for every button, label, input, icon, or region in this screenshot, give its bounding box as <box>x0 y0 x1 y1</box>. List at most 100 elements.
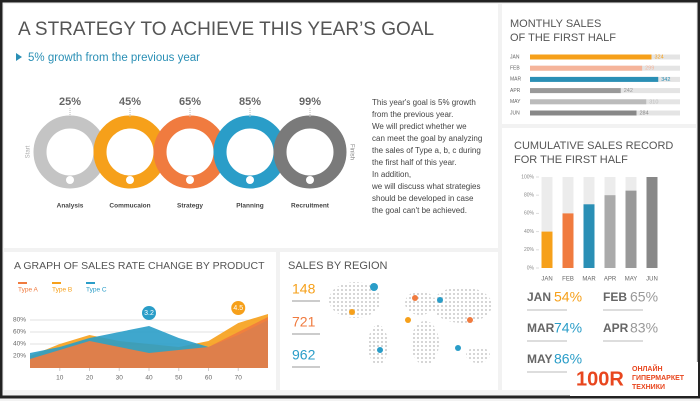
y-tick-label: MAR <box>510 77 522 83</box>
data-label: 299 <box>645 66 654 72</box>
bar <box>562 213 574 268</box>
y-tick-label: 0% <box>527 265 535 271</box>
step-percent: 99% <box>299 96 321 108</box>
bar <box>530 65 643 71</box>
paragraph-line: can meet the goal by analyzing <box>372 134 482 143</box>
step-percent: 65% <box>179 96 201 108</box>
panel <box>4 252 276 390</box>
x-tick-label: 20 <box>86 375 94 382</box>
bullet-icon <box>16 53 22 61</box>
stat-month: MAR <box>527 321 555 335</box>
step-icon <box>186 176 194 184</box>
option-label: Option 01 <box>116 149 145 156</box>
y-tick-label: 20% <box>13 353 26 360</box>
step-label: Recruitment <box>291 203 330 210</box>
paragraph-line: We will predict whether we <box>372 122 467 131</box>
paragraph-line: the sales of Type a, b, c during <box>372 146 481 155</box>
caption-placeholder <box>292 300 320 302</box>
bar <box>625 190 637 268</box>
chart-title: CUMULATIVE SALES RECORD <box>514 140 673 152</box>
stat-value: 65% <box>630 289 658 305</box>
paragraph-line: we will discuss what strategies <box>371 182 480 191</box>
legend-label: Type C <box>86 287 107 294</box>
chart-title: A GRAPH OF SALES RATE CHANGE BY PRODUCT <box>14 260 265 272</box>
x-tick-label: 10 <box>56 375 64 382</box>
option-label: Option 04 <box>296 149 325 156</box>
paragraph-line: should be developed in case <box>372 194 474 203</box>
subtitle: 5% growth from the previous year <box>28 52 200 64</box>
step-percent: 45% <box>119 96 141 108</box>
caption-placeholder <box>527 309 567 311</box>
paragraph-line: In addition, <box>372 170 411 179</box>
region-figure: 721 <box>292 314 316 330</box>
step-icon <box>126 176 134 184</box>
step-icon <box>246 176 254 184</box>
x-tick-label: APR <box>604 277 617 283</box>
stat-month: FEB <box>603 290 627 304</box>
bar <box>530 110 637 116</box>
start-label: Start <box>26 145 32 158</box>
x-tick-label: JUN <box>646 277 658 283</box>
bar-track <box>541 177 553 268</box>
annotation: 3.2 <box>144 310 154 317</box>
watermark-box <box>570 362 698 396</box>
bar <box>604 195 616 268</box>
caption-placeholder <box>527 340 567 342</box>
annotation-pin <box>231 301 246 315</box>
stat-value: 54% <box>554 289 582 305</box>
paragraph-line: the first half of this year. <box>372 158 456 167</box>
bar <box>530 54 652 60</box>
y-tick-label: FEB <box>510 66 520 72</box>
bar <box>530 76 659 82</box>
y-tick-label: 60% <box>13 329 26 336</box>
y-tick-label: 80% <box>13 317 26 324</box>
x-tick-label: 40 <box>145 375 153 382</box>
y-tick-label: 60% <box>524 211 535 217</box>
option-label: Option 03 <box>236 149 265 156</box>
paragraph-line: This year's goal is 5% growth <box>372 98 476 107</box>
y-tick-label: MAY <box>510 99 521 105</box>
annotation-pin <box>142 306 156 320</box>
chart-title: FOR THE FIRST HALF <box>514 154 628 166</box>
y-tick-label: 20% <box>524 247 535 253</box>
region-figure: 148 <box>292 281 316 297</box>
y-tick-label: JUN <box>510 110 520 116</box>
stat-value: 86% <box>554 351 582 367</box>
caption-placeholder <box>527 371 567 373</box>
title: A STRATEGY TO ACHIEVE THIS YEAR’S GOAL <box>18 19 434 40</box>
caption-placeholder <box>292 366 320 368</box>
bar <box>530 88 621 94</box>
bar <box>530 99 647 105</box>
region-figure: 962 <box>292 347 316 363</box>
data-label: 324 <box>655 54 664 60</box>
finish-label: Finish <box>348 144 354 160</box>
y-tick-label: JAN <box>510 54 520 60</box>
section-title: SALES BY REGION <box>288 260 388 272</box>
step-icon <box>66 176 74 184</box>
x-tick-label: 70 <box>235 375 243 382</box>
chart-title: MONTHLY SALES <box>510 18 601 30</box>
stat-month: JAN <box>527 290 551 304</box>
y-tick-label: 100% <box>521 174 534 180</box>
x-tick-label: 60 <box>205 375 213 382</box>
legend-label: Type A <box>18 287 39 294</box>
paragraph-line: from the previous year. <box>372 110 453 119</box>
caption-placeholder <box>603 309 643 311</box>
option-label: Option 02 <box>176 149 205 156</box>
y-tick-label: 40% <box>524 229 535 235</box>
y-tick-label: 40% <box>13 341 26 348</box>
data-label: 242 <box>624 88 633 94</box>
stat-value: 74% <box>554 320 582 336</box>
chart-title: OF THE FIRST HALF <box>510 32 616 44</box>
data-label: 284 <box>640 110 649 116</box>
panel <box>502 128 696 390</box>
x-tick-label: JAN <box>541 277 552 283</box>
bar <box>583 204 595 268</box>
legend-label: Type B <box>52 287 72 294</box>
caption-placeholder <box>603 340 643 342</box>
step-percent: 85% <box>239 96 261 108</box>
watermark-text: ТЕХНИКИ <box>632 384 665 391</box>
